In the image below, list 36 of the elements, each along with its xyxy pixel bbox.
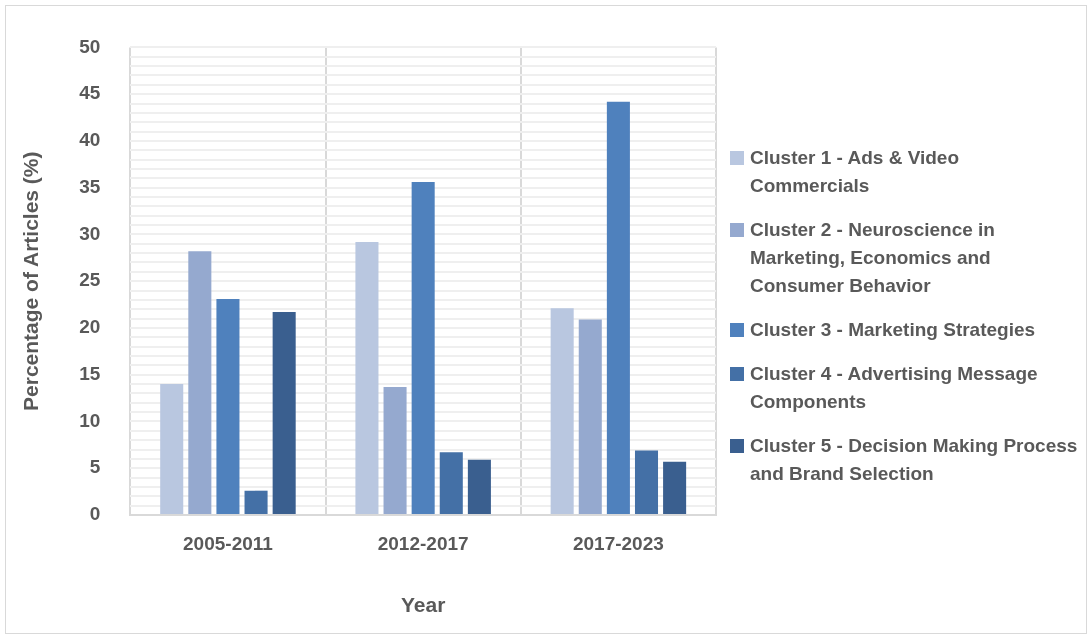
bar xyxy=(272,312,296,514)
legend-label: Cluster 4 - Advertising Message Components xyxy=(750,362,1039,414)
bar xyxy=(160,384,184,514)
y-tick-label: 20 xyxy=(79,316,101,338)
y-axis-title: Percentage of Articles (%) xyxy=(19,151,43,411)
legend-label: Cluster 1 - Ads & Video Commercials xyxy=(750,146,961,198)
bar xyxy=(663,461,687,514)
x-axis-title: Year xyxy=(400,593,446,617)
y-tick-label: 15 xyxy=(79,362,101,384)
legend-label: Cluster 5 - Decision Making Process and Brand Selection xyxy=(750,434,1079,486)
bar xyxy=(244,490,268,514)
y-tick-label: 45 xyxy=(79,82,101,104)
bar xyxy=(634,450,659,514)
x-tick-label: 2005-2011 xyxy=(183,532,274,554)
legend-label: Cluster 3 - Marketing Strategies xyxy=(750,318,1036,342)
bar xyxy=(411,182,435,514)
bar xyxy=(188,251,212,514)
bar xyxy=(383,386,407,514)
y-tick-label: 30 xyxy=(79,222,101,244)
y-tick-label: 25 xyxy=(79,269,101,291)
legend-label: Cluster 2 - Neuroscience in Marketing, Economics and Consumer Behavior xyxy=(750,218,996,298)
bar xyxy=(550,308,574,514)
y-tick-label: 50 xyxy=(79,35,101,57)
bar xyxy=(578,319,602,514)
bar xyxy=(467,459,491,514)
x-tick-label: 2017-2023 xyxy=(572,532,664,554)
bar xyxy=(216,298,240,514)
y-tick-label: 35 xyxy=(79,175,101,197)
y-tick-label: 5 xyxy=(89,456,101,478)
x-tick-label: 2012-2017 xyxy=(377,532,469,554)
y-tick-label: 40 xyxy=(79,129,101,151)
bar xyxy=(439,452,463,514)
bar xyxy=(355,241,379,514)
bar xyxy=(606,101,630,514)
y-tick-label: 0 xyxy=(89,503,101,525)
y-tick-label: 10 xyxy=(79,409,101,431)
